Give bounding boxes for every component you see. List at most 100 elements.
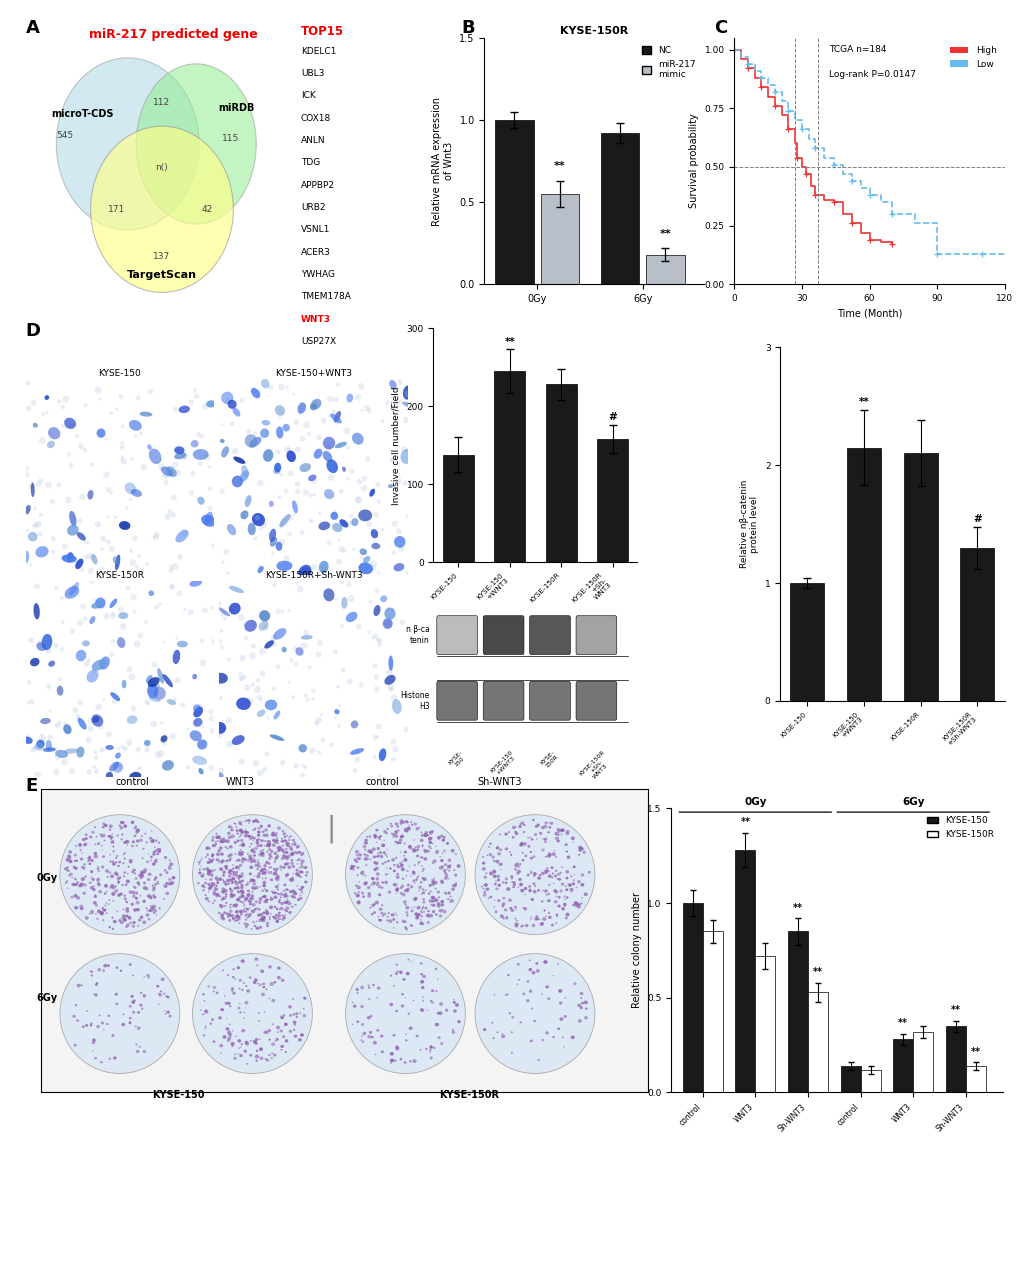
Ellipse shape: [273, 895, 277, 899]
Circle shape: [385, 400, 389, 405]
Ellipse shape: [555, 895, 556, 897]
Circle shape: [79, 494, 85, 500]
Ellipse shape: [422, 892, 425, 894]
Ellipse shape: [105, 869, 109, 873]
Ellipse shape: [178, 405, 190, 413]
Ellipse shape: [95, 994, 98, 997]
Ellipse shape: [235, 830, 238, 831]
Circle shape: [63, 722, 67, 726]
Ellipse shape: [283, 1023, 287, 1026]
Ellipse shape: [428, 839, 430, 841]
Circle shape: [246, 428, 251, 434]
Ellipse shape: [282, 832, 286, 836]
Circle shape: [61, 404, 65, 409]
Ellipse shape: [260, 898, 261, 899]
Circle shape: [364, 405, 370, 412]
Ellipse shape: [68, 874, 70, 877]
Ellipse shape: [281, 858, 283, 860]
Ellipse shape: [424, 853, 426, 854]
Circle shape: [291, 695, 294, 698]
Ellipse shape: [376, 855, 380, 858]
Ellipse shape: [235, 826, 237, 829]
Text: TCGA n=184: TCGA n=184: [828, 45, 886, 54]
Ellipse shape: [231, 877, 233, 878]
Text: B: B: [461, 19, 474, 37]
Ellipse shape: [82, 640, 90, 647]
Ellipse shape: [125, 879, 129, 883]
Ellipse shape: [420, 916, 423, 917]
Ellipse shape: [247, 1063, 248, 1065]
Ellipse shape: [259, 985, 261, 986]
Ellipse shape: [283, 1014, 285, 1017]
Circle shape: [333, 716, 336, 719]
Circle shape: [189, 399, 194, 405]
Ellipse shape: [136, 829, 140, 832]
Ellipse shape: [281, 830, 284, 832]
Ellipse shape: [367, 1015, 371, 1019]
Ellipse shape: [358, 509, 372, 522]
Ellipse shape: [429, 831, 432, 835]
Ellipse shape: [572, 904, 575, 907]
Ellipse shape: [285, 901, 288, 903]
Ellipse shape: [525, 925, 528, 927]
Ellipse shape: [530, 917, 532, 918]
Ellipse shape: [277, 966, 280, 970]
Ellipse shape: [225, 868, 227, 870]
Ellipse shape: [299, 866, 300, 869]
Ellipse shape: [245, 897, 248, 901]
Ellipse shape: [399, 866, 403, 869]
Ellipse shape: [267, 842, 271, 846]
Ellipse shape: [144, 740, 151, 746]
Ellipse shape: [429, 847, 431, 849]
Ellipse shape: [371, 1036, 373, 1038]
Circle shape: [278, 539, 285, 546]
Circle shape: [163, 480, 168, 485]
Ellipse shape: [256, 927, 259, 930]
Ellipse shape: [263, 871, 266, 875]
Ellipse shape: [288, 839, 290, 841]
Ellipse shape: [281, 849, 284, 851]
Ellipse shape: [235, 919, 238, 922]
Ellipse shape: [117, 894, 120, 897]
Circle shape: [372, 754, 377, 759]
Ellipse shape: [573, 983, 576, 985]
Ellipse shape: [259, 620, 268, 630]
Circle shape: [275, 450, 280, 455]
Circle shape: [251, 644, 256, 649]
Ellipse shape: [265, 869, 267, 870]
Ellipse shape: [395, 841, 399, 845]
Ellipse shape: [564, 1015, 567, 1018]
Circle shape: [396, 462, 400, 466]
Ellipse shape: [294, 851, 298, 854]
Ellipse shape: [240, 960, 245, 964]
Ellipse shape: [514, 864, 518, 868]
Ellipse shape: [47, 441, 55, 448]
Ellipse shape: [524, 855, 527, 858]
Ellipse shape: [137, 882, 140, 884]
Ellipse shape: [280, 902, 283, 906]
Ellipse shape: [161, 466, 173, 476]
Ellipse shape: [225, 1027, 229, 1031]
Ellipse shape: [491, 855, 494, 859]
Ellipse shape: [384, 861, 386, 864]
Ellipse shape: [429, 1000, 432, 1002]
Ellipse shape: [75, 883, 78, 887]
Ellipse shape: [371, 904, 375, 907]
Ellipse shape: [284, 884, 286, 887]
Ellipse shape: [254, 908, 257, 911]
Ellipse shape: [528, 885, 531, 888]
Ellipse shape: [380, 595, 387, 602]
Ellipse shape: [535, 839, 537, 840]
Ellipse shape: [74, 906, 78, 909]
Ellipse shape: [198, 861, 201, 864]
Circle shape: [365, 456, 370, 461]
Ellipse shape: [234, 1053, 235, 1056]
Ellipse shape: [441, 853, 443, 854]
Ellipse shape: [66, 869, 69, 871]
Ellipse shape: [394, 912, 395, 914]
Ellipse shape: [140, 874, 144, 878]
Ellipse shape: [376, 997, 378, 999]
Ellipse shape: [143, 887, 147, 890]
Ellipse shape: [453, 874, 457, 877]
Ellipse shape: [353, 1004, 357, 1008]
